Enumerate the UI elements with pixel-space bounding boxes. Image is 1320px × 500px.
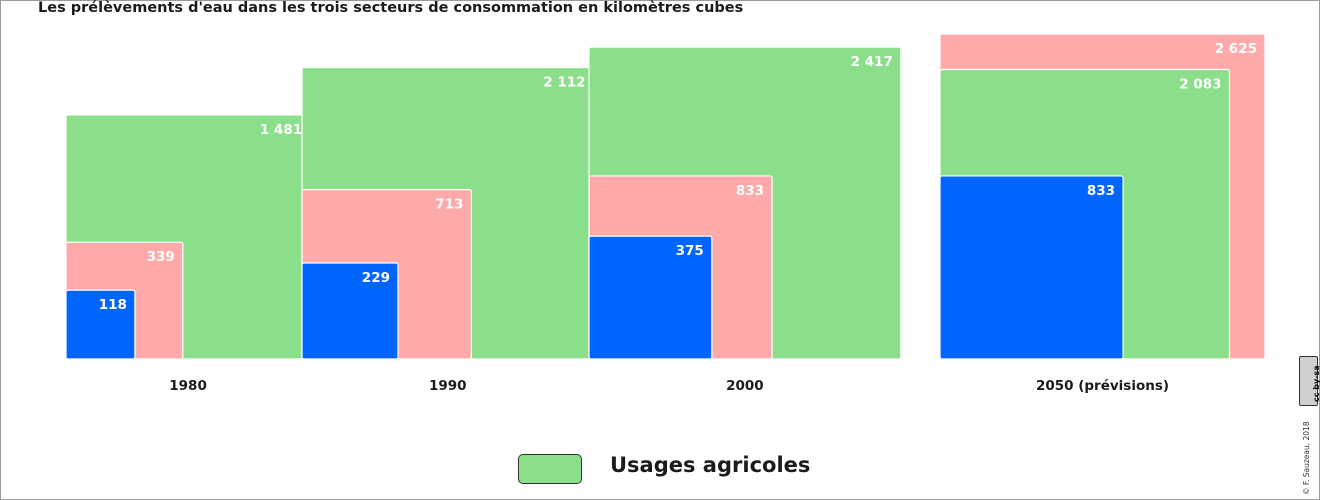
category-label-1980: 1980 (169, 378, 207, 394)
value-label-2050-0: 2 625 (1215, 41, 1257, 57)
cc-license-icon (1299, 356, 1318, 406)
square-2000-2 (588, 235, 713, 360)
square-2050-2 (939, 175, 1124, 360)
proportional-squares-chart: 1 481 339 118 1980 2 112 713 229 1990 2 417 833 37… (65, 33, 1266, 394)
category-label-1990: 1990 (429, 378, 467, 394)
value-label-1990-2: 229 (362, 270, 390, 286)
value-label-1980-2: 118 (99, 297, 127, 313)
square-1980-2 (65, 289, 136, 360)
value-label-2000-2: 375 (676, 243, 704, 259)
legend-label-agricole: Usages agricoles (610, 453, 811, 477)
value-label-2050-1: 2 083 (1179, 76, 1221, 92)
value-label-2050-2: 833 (1087, 183, 1115, 199)
credit-text: © F. Sauzeau, 2018 (1302, 421, 1311, 495)
value-label-1990-1: 713 (435, 197, 463, 213)
category-label-2050: 2050 (prévisions) (1036, 378, 1169, 394)
category-label-2000: 2000 (726, 378, 764, 394)
value-label-1980-0: 1 481 (260, 122, 302, 138)
value-label-2000-0: 2 417 (851, 54, 893, 70)
square-1990-2 (301, 262, 399, 360)
value-label-1980-1: 339 (147, 249, 175, 265)
value-label-2000-1: 833 (736, 183, 764, 199)
value-label-1990-0: 2 112 (543, 74, 585, 90)
cc-license-text: cc by-sa (1312, 365, 1320, 402)
legend-swatch-agricole (518, 454, 582, 484)
chart-title: Les prélèvements d'eau dans les trois se… (38, 0, 744, 16)
